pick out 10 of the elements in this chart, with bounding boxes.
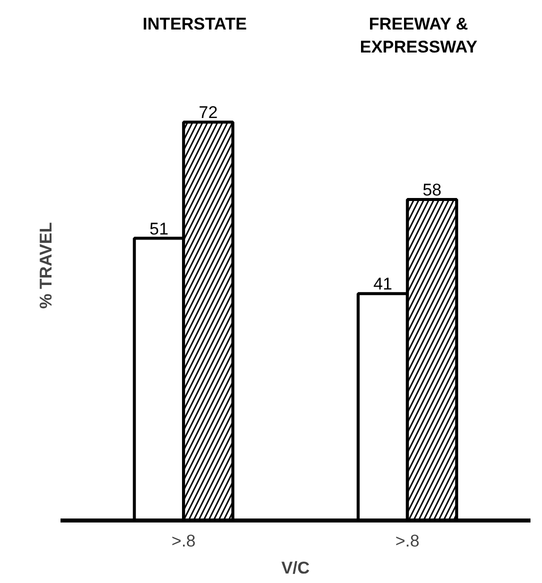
y-axis-title: % TRAVEL: [36, 222, 56, 309]
data-label: 41: [373, 274, 392, 294]
x-tick-label: >.8: [172, 532, 196, 550]
x-axis-title: V/C: [281, 558, 310, 578]
data-label: 58: [422, 180, 442, 200]
x-tick-label: >.8: [395, 532, 420, 550]
text: FREEWAY & EXPRESSWAY: [360, 14, 478, 56]
data-label: 72: [198, 103, 218, 122]
data-label: 51: [150, 219, 168, 238]
text: INTERSTATE: [142, 14, 247, 34]
